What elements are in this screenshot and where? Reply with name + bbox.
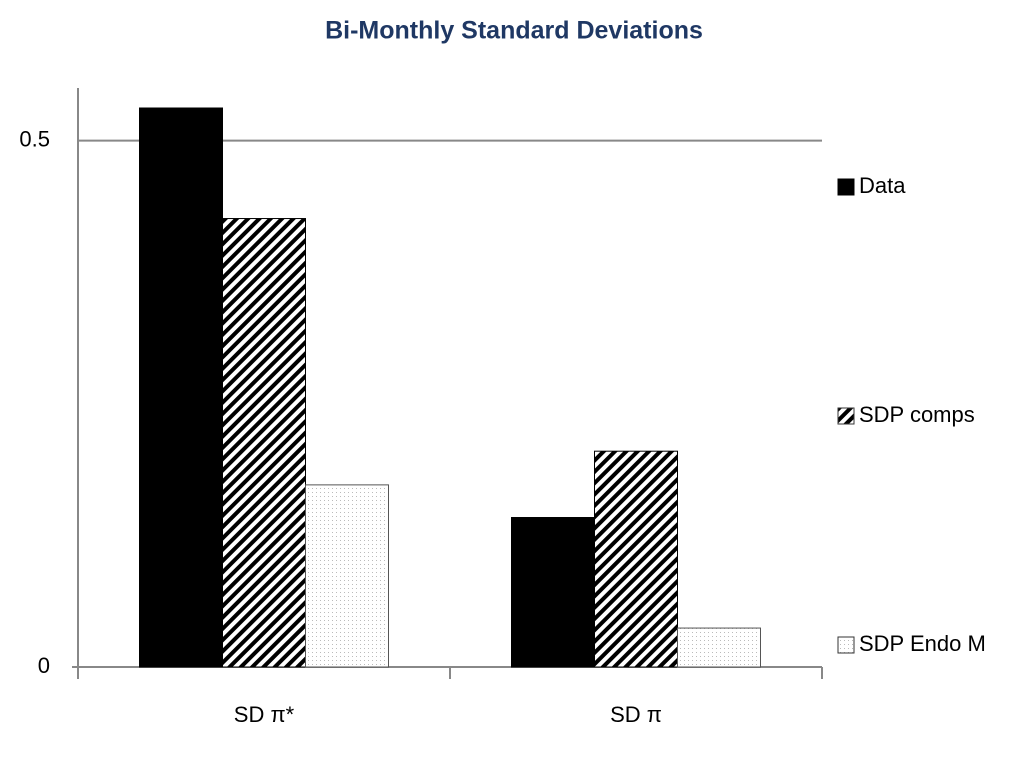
y-tick-label: 0 — [38, 653, 50, 678]
legend-label: SDP comps — [859, 402, 975, 427]
bar — [677, 627, 761, 668]
legend-swatch — [837, 636, 855, 654]
bar — [594, 450, 678, 668]
legend-swatch — [837, 178, 855, 196]
chart-title: Bi-Monthly Standard Deviations — [325, 17, 703, 45]
legend-swatch — [837, 407, 855, 425]
y-tick-label: 0.5 — [19, 126, 50, 151]
bar — [222, 218, 306, 668]
bar — [139, 107, 223, 668]
bar — [305, 484, 389, 668]
x-tick-label: SD π — [610, 702, 662, 727]
legend-label: SDP Endo M — [859, 631, 986, 656]
bar — [511, 517, 595, 668]
x-tick-label: SD π* — [234, 702, 295, 727]
legend-label: Data — [859, 173, 906, 198]
